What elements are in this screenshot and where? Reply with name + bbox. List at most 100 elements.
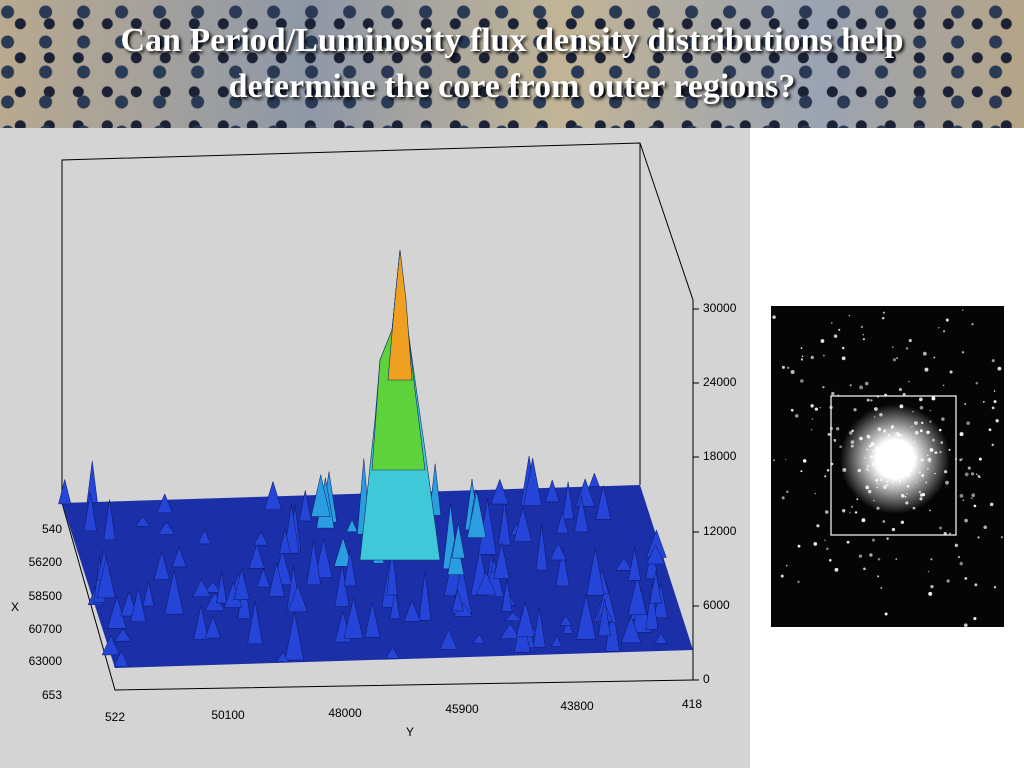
star [975,473,978,476]
star [908,338,912,343]
star [929,448,934,452]
spike [157,521,176,535]
star [837,394,839,397]
star [963,623,968,627]
star [790,369,795,374]
spike [142,581,155,607]
star [800,358,804,361]
star [920,458,924,462]
star [899,453,902,456]
star [892,447,897,452]
star [882,485,887,489]
spike [467,491,487,538]
spike [343,597,364,639]
star [781,365,785,369]
spike [256,567,271,588]
star [939,450,942,454]
title-line: Can Period/Luminosity flux density distr… [120,22,904,59]
star [889,468,892,472]
spike [595,485,612,520]
star [829,426,834,431]
spike [493,542,510,579]
y-tick-label: 50100 [211,708,245,722]
star [895,468,900,472]
star [918,471,921,474]
star [876,486,879,489]
star [889,450,891,452]
spike [649,570,662,604]
star [865,467,868,470]
star [867,469,870,472]
star [898,387,902,392]
spike [628,547,642,581]
star [945,480,949,485]
spike [86,460,98,503]
star [860,325,864,329]
star [903,454,906,457]
star [919,405,924,410]
star [930,584,934,589]
star [864,381,869,386]
spike [490,478,509,505]
spike [499,623,521,639]
star [892,463,894,466]
star [961,458,963,460]
star [800,470,803,473]
star [865,485,870,490]
spike [279,529,291,554]
star [862,338,865,341]
star [948,448,951,451]
star [887,434,891,437]
star [988,428,992,432]
x-tick-label: 653 [42,688,62,702]
spike [551,635,563,647]
spike [216,572,228,604]
spike [101,634,120,656]
star [813,542,818,546]
star [890,425,895,429]
star [961,351,965,354]
spike [549,542,567,561]
star [929,420,932,423]
star [975,382,979,385]
plot-box [61,142,694,691]
star [790,408,794,412]
star [780,574,784,578]
star [826,468,830,472]
star [862,334,864,336]
star [797,580,800,584]
star [890,428,893,430]
star [850,444,854,448]
star [825,510,829,514]
star [871,538,876,542]
star [879,478,883,482]
star [933,356,936,359]
spike [472,633,486,644]
star [787,366,790,369]
star [875,446,880,451]
star [940,441,944,444]
spike [171,546,187,568]
star [885,467,888,470]
star [869,553,873,557]
spike [253,531,269,546]
star [826,547,829,551]
spike [451,522,466,559]
star [927,571,930,573]
star [903,450,907,453]
spike [264,480,282,510]
star [941,417,945,421]
spike [535,524,548,571]
spike [389,590,401,620]
star [828,558,832,562]
star [949,532,951,535]
star [877,427,882,432]
y-tick-label: 48000 [328,706,362,720]
star [899,459,902,462]
spike [275,651,290,663]
star [898,464,901,467]
star [891,346,894,348]
star [905,451,909,455]
spike [615,556,633,571]
star [893,465,898,469]
